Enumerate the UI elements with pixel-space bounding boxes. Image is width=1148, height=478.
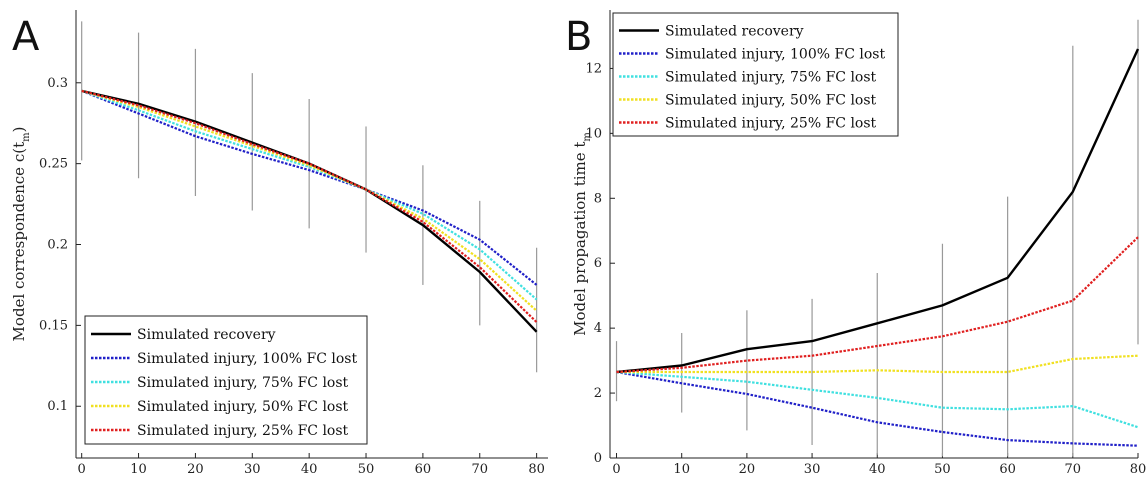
legend-label: Simulated injury, 100% FC lost <box>665 47 885 63</box>
y-tick-label: 6 <box>594 256 602 271</box>
x-tick-label: 50 <box>934 462 951 477</box>
y-tick-label: 12 <box>585 61 602 76</box>
y-axis-label-subscript: m <box>21 132 32 142</box>
x-tick-label: 80 <box>1130 462 1147 477</box>
y-axis-label-subscript: m <box>582 132 593 142</box>
y-axis-label-tail: ) <box>10 127 28 133</box>
x-tick-label: 0 <box>612 462 620 477</box>
x-tick-label: 30 <box>244 462 261 477</box>
legend-label: Simulated injury, 25% FC lost <box>137 423 349 439</box>
legend-label: Simulated recovery <box>665 24 804 40</box>
series-line-injury75 <box>616 370 1139 429</box>
series-line-injury100 <box>616 370 1139 447</box>
legend-label: Simulated injury, 25% FC lost <box>665 116 877 132</box>
series-line-recovery <box>616 48 1140 374</box>
y-tick-label: 8 <box>594 191 602 206</box>
legend: Simulated recovery Simulated injury, 100%… <box>84 315 368 445</box>
legend-label: Simulated injury, 50% FC lost <box>665 93 877 109</box>
y-tick-label: 2 <box>594 386 602 401</box>
legend-box <box>84 315 368 445</box>
y-tick-label: 4 <box>594 321 602 336</box>
x-tick-label: 0 <box>78 462 86 477</box>
series-line-injury50 <box>616 354 1139 374</box>
x-tick-label: 50 <box>358 462 375 477</box>
y-tick-label: 0 <box>594 451 602 466</box>
y-tick-label: 0.15 <box>39 318 68 333</box>
panel-letter: A <box>12 14 40 60</box>
x-tick-label: 10 <box>673 462 690 477</box>
legend: Simulated recovery Simulated injury, 100%… <box>612 12 899 137</box>
y-axis-label: Model correspondence c(tm) <box>10 127 32 342</box>
legend-label: Simulated injury, 50% FC lost <box>137 399 349 415</box>
x-tick-label: 70 <box>1065 462 1082 477</box>
y-axis-label-main: Model propagation time t <box>571 142 589 336</box>
x-tick-label: 60 <box>415 462 432 477</box>
y-tick-label: 0.25 <box>39 157 68 172</box>
x-tick-label: 20 <box>187 462 204 477</box>
y-tick-label: 0.2 <box>47 238 68 253</box>
legend-label: Simulated recovery <box>137 327 276 343</box>
x-tick-label: 60 <box>999 462 1016 477</box>
legend-label: Simulated injury, 100% FC lost <box>137 351 357 367</box>
x-tick-label: 20 <box>739 462 756 477</box>
y-tick-label: 10 <box>585 126 602 141</box>
panel-a: A010203040506070800.10.150.20.250.3Perce… <box>10 10 548 478</box>
x-tick-label: 70 <box>471 462 488 477</box>
legend-label: Simulated injury, 75% FC lost <box>665 70 877 86</box>
y-axis-label: Model propagation time tm <box>571 132 593 336</box>
series-line-injury100 <box>81 89 538 286</box>
x-tick-label: 40 <box>301 462 318 477</box>
series-line-injury75 <box>81 89 538 301</box>
y-tick-label: 0.3 <box>47 76 68 91</box>
x-tick-label: 40 <box>869 462 886 477</box>
x-tick-label: 30 <box>804 462 821 477</box>
series-line-recovery <box>81 89 538 333</box>
x-tick-label: 10 <box>130 462 147 477</box>
legend-label: Simulated injury, 75% FC lost <box>137 375 349 391</box>
legend-box <box>612 12 899 137</box>
y-axis-label-main: Model correspondence c(t <box>10 142 28 342</box>
x-tick-label: 80 <box>528 462 545 477</box>
series-line-injury25 <box>616 236 1139 374</box>
panel-letter: B <box>565 14 592 60</box>
panel-b: B01020304050607080024681012Percent of re… <box>565 10 1146 478</box>
y-tick-label: 0.1 <box>47 399 68 414</box>
